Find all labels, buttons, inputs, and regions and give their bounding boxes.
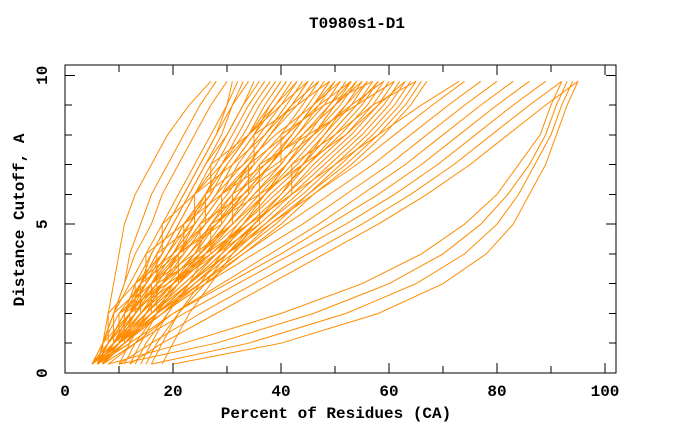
model-curve xyxy=(97,80,498,365)
model-curve xyxy=(91,81,422,365)
y-tick-label: 0 xyxy=(34,368,52,378)
model-curve xyxy=(97,80,384,365)
x-tick-label: 20 xyxy=(163,383,182,401)
model-curve xyxy=(145,80,379,365)
model-curve xyxy=(118,80,563,365)
model-curve xyxy=(118,81,568,365)
model-curve xyxy=(172,81,579,365)
y-tick-label: 10 xyxy=(34,66,52,85)
model-curve xyxy=(91,81,341,365)
model-curve xyxy=(102,81,379,365)
model-curve xyxy=(96,80,212,365)
model-curve xyxy=(129,80,579,365)
model-curve xyxy=(150,80,352,365)
x-axis-label: Percent of Residues (CA) xyxy=(221,405,451,423)
axis-tick-labels: 0 20 40 60 80 100 0 5 10 xyxy=(34,66,619,401)
y-tick-label: 5 xyxy=(34,219,52,229)
x-tick-label: 60 xyxy=(379,383,398,401)
model-curve xyxy=(97,80,460,365)
model-curve xyxy=(123,80,336,365)
model-curve xyxy=(91,81,287,365)
model-curve xyxy=(151,81,574,365)
model-curve xyxy=(97,80,406,365)
y-axis-label: Distance Cutoff, A xyxy=(11,133,29,306)
model-curve xyxy=(102,81,352,365)
model-curve xyxy=(102,80,546,365)
axes-box xyxy=(64,64,617,374)
model-curve xyxy=(97,80,465,365)
x-tick-label: 100 xyxy=(591,383,620,401)
axis-ticks xyxy=(64,64,616,374)
model-curve xyxy=(91,80,341,365)
model-curve xyxy=(97,80,530,365)
model-curves xyxy=(91,80,579,365)
model-curve xyxy=(96,80,298,365)
model-curve xyxy=(107,80,514,365)
model-curve xyxy=(108,81,563,365)
x-tick-label: 40 xyxy=(271,383,290,401)
x-tick-label: 0 xyxy=(60,383,70,401)
model-curve xyxy=(129,81,309,365)
model-curve xyxy=(161,80,368,365)
x-tick-label: 80 xyxy=(487,383,506,401)
model-curve xyxy=(97,80,374,365)
model-curve xyxy=(102,80,482,365)
plot-frame xyxy=(64,64,617,374)
model-curve xyxy=(96,81,217,365)
chart-title: T0980s1-D1 xyxy=(309,15,405,33)
model-curve xyxy=(102,81,298,365)
